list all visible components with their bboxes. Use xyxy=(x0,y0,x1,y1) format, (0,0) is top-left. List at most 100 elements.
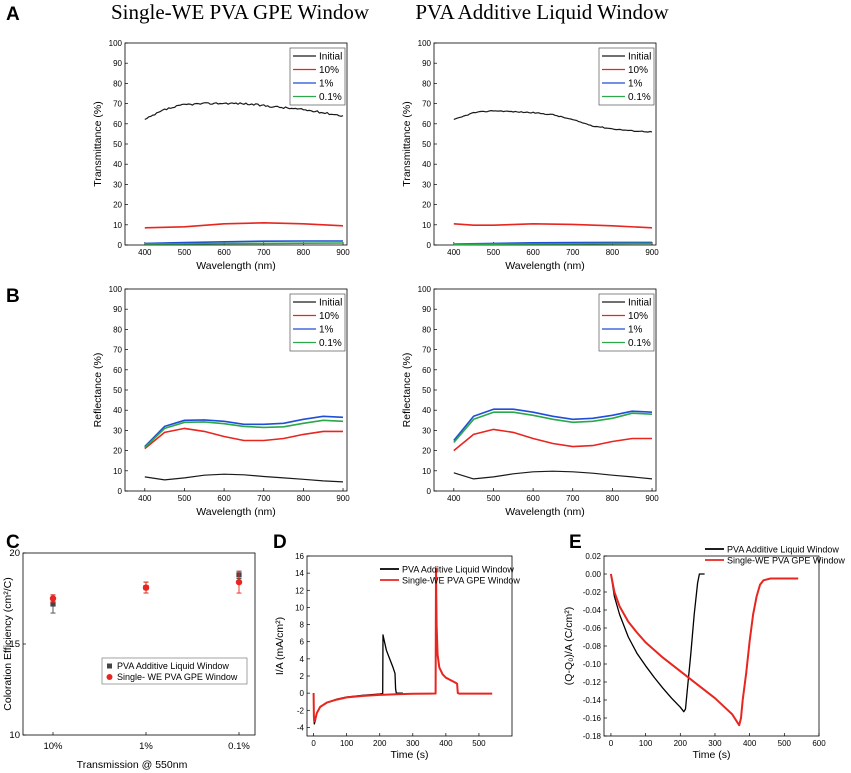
y-tick-label: 20 xyxy=(422,447,431,456)
x-tick-label: 800 xyxy=(606,248,620,257)
y-tick-label: 60 xyxy=(422,366,431,375)
y-tick-label: 50 xyxy=(422,386,431,395)
legend-label: 0.1% xyxy=(628,338,651,349)
legend-label: Initial xyxy=(319,298,342,309)
y-tick-label: 10 xyxy=(295,603,304,612)
series-line-single-we-pva-gpe-window xyxy=(312,567,493,723)
chart-b-right: 0 10 20 30 40 50 60 70 80 90 100 400 500 600 700 800 900… xyxy=(401,285,659,518)
y-tick-label: 80 xyxy=(113,325,122,334)
x-axis-label: Wavelength (nm) xyxy=(196,506,276,518)
x-tick-label: 900 xyxy=(645,494,659,503)
data-point-circle xyxy=(142,584,150,591)
y-tick-label: 60 xyxy=(113,120,122,129)
y-tick-label: 0 xyxy=(427,487,432,496)
legend-label: PVA Additive Liquid Window xyxy=(117,661,229,671)
series-line-0-1- xyxy=(144,419,344,449)
y-tick-label: 40 xyxy=(113,406,122,415)
y-tick-label: 100 xyxy=(109,39,123,48)
panel-letter-b: B xyxy=(6,286,20,307)
panel-letter-a: A xyxy=(6,4,20,25)
y-tick-label: 4 xyxy=(300,655,305,664)
legend-label: 1% xyxy=(628,325,643,336)
y-tick-label: 0.02 xyxy=(585,552,601,561)
y-tick-label: 50 xyxy=(422,140,431,149)
y-tick-label: 60 xyxy=(113,366,122,375)
legend-label: 1% xyxy=(319,325,334,336)
legend-box xyxy=(598,47,655,106)
y-tick-label: -0.18 xyxy=(583,732,602,741)
y-tick-label: 0 xyxy=(300,689,305,698)
x-tick-label: 700 xyxy=(257,248,271,257)
y-tick-label: 90 xyxy=(422,305,431,314)
title-pva-additive: PVA Additive Liquid Window xyxy=(415,0,669,24)
legend-label: 1% xyxy=(628,79,643,90)
y-tick-label: 30 xyxy=(422,426,431,435)
data-point-circle xyxy=(235,578,243,586)
y-tick-label: 14 xyxy=(295,569,304,578)
x-tick-label: 100 xyxy=(340,739,354,748)
x-tick-label: 500 xyxy=(472,739,486,748)
x-axis-label: Time (s) xyxy=(692,749,730,761)
x-tick-label: 600 xyxy=(526,494,540,503)
x-tick-label: 100 xyxy=(639,739,653,748)
y-tick-label: 70 xyxy=(113,100,122,109)
legend-label: 10% xyxy=(319,311,339,322)
x-axis-label: Wavelength (nm) xyxy=(505,260,585,272)
data-point-circle xyxy=(49,595,57,602)
y-axis-label: Transmittance (%) xyxy=(401,101,413,186)
x-tick-label: 500 xyxy=(487,248,501,257)
panel-letter-c: C xyxy=(6,532,20,553)
x-tick-label: 1% xyxy=(139,741,153,752)
y-tick-label: 100 xyxy=(418,285,432,294)
y-tick-label: 20 xyxy=(9,548,20,559)
x-tick-label: 900 xyxy=(336,248,350,257)
legend-swatch xyxy=(107,663,112,669)
x-tick-label: 400 xyxy=(439,739,453,748)
legend-box xyxy=(289,47,346,106)
y-tick-label: 40 xyxy=(113,160,122,169)
legend-b-left: Initial 10% 1% 0.1% xyxy=(289,293,346,352)
x-tick-label: 200 xyxy=(674,739,688,748)
y-tick-label: 20 xyxy=(113,201,122,210)
y-tick-label: 6 xyxy=(300,638,305,647)
x-tick-label: 700 xyxy=(566,248,580,257)
y-tick-label: -0.08 xyxy=(583,642,602,651)
y-tick-label: 50 xyxy=(113,386,122,395)
y-tick-label: -0.06 xyxy=(583,624,602,633)
y-tick-label: 90 xyxy=(113,305,122,314)
y-tick-label: 70 xyxy=(113,346,122,355)
chart-d: -4 -2 0 2 4 6 8 10 12 14 16 0 100 200 300 400 500 Time (s… xyxy=(274,552,520,761)
legend-box xyxy=(289,293,346,352)
x-axis-label: Wavelength (nm) xyxy=(505,506,585,518)
legend-label: 10% xyxy=(628,311,648,322)
x-tick-label: 0 xyxy=(311,739,316,748)
series-line-1- xyxy=(144,415,344,448)
y-tick-label: 15 xyxy=(9,639,20,650)
legend-label: 10% xyxy=(319,65,339,76)
x-tick-label: 400 xyxy=(138,494,152,503)
x-tick-label: 200 xyxy=(373,739,387,748)
x-tick-label: 700 xyxy=(566,494,580,503)
x-tick-label: 600 xyxy=(217,248,231,257)
legend-label: 1% xyxy=(319,79,334,90)
x-tick-label: 700 xyxy=(257,494,271,503)
y-tick-label: 80 xyxy=(422,79,431,88)
y-tick-label: 70 xyxy=(422,346,431,355)
y-tick-label: 10 xyxy=(422,221,431,230)
y-axis-label: I/A (mA/cm²) xyxy=(274,617,286,675)
y-axis-label: (Q-Q₀)/A (C/cm²) xyxy=(563,607,575,685)
y-tick-label: -2 xyxy=(297,706,305,715)
y-tick-label: -0.16 xyxy=(583,714,602,723)
legend-b-right: Initial 10% 1% 0.1% xyxy=(598,293,655,352)
legend-label: Initial xyxy=(628,52,651,63)
x-tick-label: 500 xyxy=(178,494,192,503)
legend-a-right: Initial 10% 1% 0.1% xyxy=(598,47,655,106)
legend-label: Single- WE PVA GPE Window xyxy=(117,672,238,682)
y-axis-label: Reflectance (%) xyxy=(401,353,413,428)
y-tick-label: -0.10 xyxy=(583,660,602,669)
y-tick-label: 40 xyxy=(422,160,431,169)
y-tick-label: 20 xyxy=(113,447,122,456)
